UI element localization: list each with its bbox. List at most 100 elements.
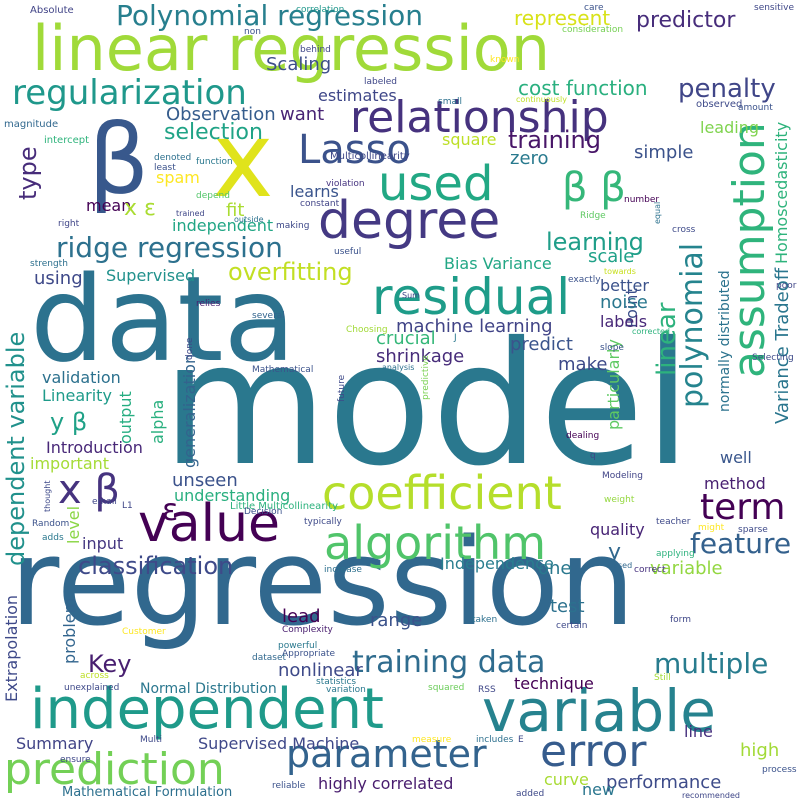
word-feature: feature [690, 527, 792, 560]
word-useful: useful [334, 247, 362, 257]
word-summary: Summary [16, 734, 94, 753]
word-typically: typically [304, 517, 342, 527]
word-violation: violation [326, 179, 365, 189]
word-normally-distributed: normally distributed [717, 270, 733, 412]
word-assumption: assumption [724, 122, 775, 378]
word-high: high [740, 740, 780, 761]
word-dataset: dataset [252, 653, 287, 663]
word-leading: leading [700, 118, 759, 137]
word-type: type [14, 146, 42, 200]
word-y-beta: y β [50, 408, 88, 436]
word-training: training [508, 126, 601, 154]
word-modeling: Modeling [602, 471, 643, 481]
word-scale: scale [588, 246, 635, 267]
word-analysis: analysis [382, 363, 415, 372]
word-reliable: reliable [272, 781, 306, 791]
word-form: form [670, 615, 691, 625]
word-learning: learning [546, 228, 644, 256]
word-parameter: parameter [286, 732, 487, 776]
word-towards: towards [604, 267, 636, 276]
word-mathematical-formulation: Mathematical Formulation [62, 785, 233, 800]
word-cost-function: cost function [518, 76, 648, 100]
word-residual: residual [372, 268, 571, 326]
word-epsilon: ε [162, 493, 179, 528]
word-error: error [540, 726, 647, 777]
word-ensure: ensure [60, 755, 91, 765]
word-l1: L1 [122, 501, 133, 511]
word-relationship: relationship [350, 92, 609, 143]
word-data: data [30, 250, 296, 388]
word-certain: certain [556, 621, 588, 631]
word-little-multicollinearity: Little Multicollinearity [230, 501, 339, 512]
word-done: done [185, 337, 195, 360]
word-x-epsilon: x ε [124, 196, 156, 221]
word-supervised-machine: Supervised Machine [198, 734, 360, 753]
word-noise: noise [600, 292, 648, 313]
word-across: across [80, 671, 109, 681]
word-coefficient: coefficient [322, 466, 562, 520]
word-constant: constant [300, 199, 340, 209]
word-homoscedasticity: Homoscedasticity [772, 121, 791, 264]
word-independent-small: independent [172, 216, 274, 235]
word-highly-correlated: highly correlated [318, 774, 454, 793]
word-consideration: consideration [562, 25, 624, 35]
word-taken: taken [472, 615, 498, 625]
word-amount: amount [738, 103, 773, 113]
word-predictive: predictive [421, 355, 431, 400]
word-estimates: estimates [318, 86, 397, 105]
word-trained: trained [176, 209, 205, 218]
word-dealing: dealing [566, 431, 600, 441]
word-future: future [337, 374, 347, 402]
word-x-beta: x β [58, 467, 120, 513]
word-non: non [244, 27, 261, 37]
word-y-small: y [608, 540, 622, 565]
word-method: method [704, 474, 766, 493]
word-problem: problem [60, 597, 79, 664]
word-ridge-regression: ridge regression [56, 231, 283, 264]
word-exactly: exactly [568, 275, 601, 285]
word-square: square [442, 130, 497, 149]
word-teacher: teacher [656, 517, 691, 527]
word-mathematical: Mathematical [252, 365, 314, 375]
word-lasso: Lasso [298, 127, 411, 173]
word-simple: simple [634, 142, 694, 163]
word-equal: equal [653, 201, 662, 224]
word-labeled: labeled [364, 77, 398, 87]
word-strength: strength [30, 259, 68, 269]
word-regularization: regularization [12, 73, 247, 113]
word-sum: Sum [402, 291, 420, 300]
word-correct: correct [634, 565, 666, 575]
word-new: new [582, 780, 616, 799]
word-linear: linear [652, 302, 682, 376]
word-e: E [518, 735, 524, 745]
word-penalty: penalty [678, 74, 776, 104]
word-normal-distribution: Normal Distribution [140, 681, 277, 697]
word-behind: behind [300, 45, 331, 55]
word-recommended: recommended [682, 791, 740, 800]
word-ridge: Ridge [580, 211, 606, 221]
word-multi: Multi [140, 735, 162, 745]
word-machine-learning: machine learning [396, 316, 553, 337]
word-zero: zero [510, 148, 549, 169]
word-weight: weight [604, 495, 635, 505]
word-linearity: Linearity [42, 386, 112, 405]
word-selecting: Selecting [752, 353, 794, 363]
word-term: term [700, 487, 786, 528]
word-line: line [684, 722, 713, 741]
word-magnitude: magnitude [4, 119, 59, 130]
word-random: Random [32, 519, 70, 529]
word-known: known [490, 55, 520, 65]
word-least: least [154, 163, 176, 173]
word-scaling: Scaling [266, 54, 332, 75]
word-model: model [162, 306, 692, 504]
word-make: make [558, 354, 608, 375]
word-j: J [454, 333, 457, 343]
word-sensitive: sensitive [754, 3, 795, 13]
word-want: want [280, 104, 325, 125]
word-depend: depend [196, 191, 230, 201]
word-measure: measure [412, 735, 452, 745]
word-spam: spam [156, 168, 200, 187]
word-correlation: correlation [296, 5, 345, 15]
word-thought: thought [43, 480, 52, 512]
